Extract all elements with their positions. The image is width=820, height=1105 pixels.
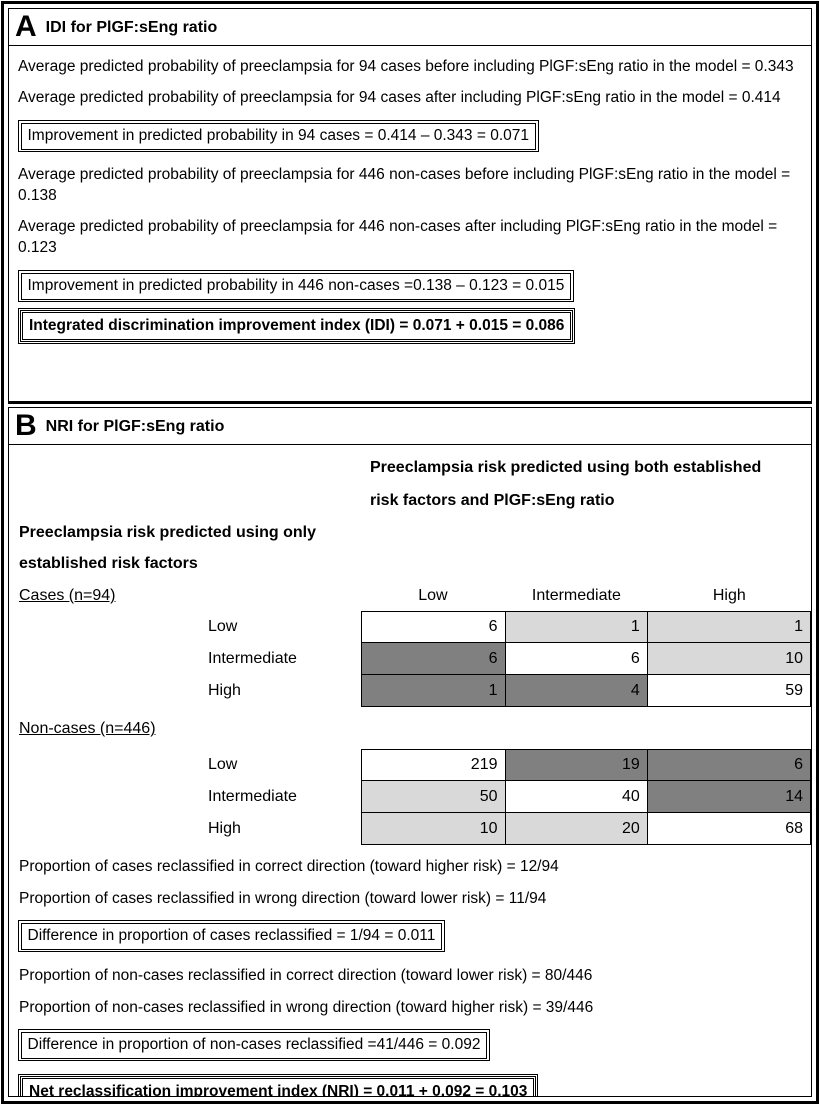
column-header-intermediate: Intermediate xyxy=(531,587,621,604)
line-noncases-wrong: Proportion of non-cases reclassified in … xyxy=(19,999,594,1016)
column-group-header-line2: risk factors and PlGF:sEng ratio xyxy=(370,492,615,509)
matrix-cell: 14 xyxy=(647,781,811,813)
matrix-cell: 59 xyxy=(647,675,811,707)
boxed-nri-result-text: Net reclassification improvement index (… xyxy=(22,1078,535,1096)
column-group-header: Preeclampsia risk predicted using both e… xyxy=(370,451,811,517)
boxed-noncases-improvement: Improvement in predicted probability in … xyxy=(18,270,574,302)
boxed-idi-result: Integrated discrimination improvement in… xyxy=(18,308,576,344)
row-label-intermediate: Intermediate xyxy=(208,788,297,805)
table-row: Intermediate 6 6 10 xyxy=(9,643,811,675)
row-label-low: Low xyxy=(208,756,238,773)
column-header-high: High xyxy=(712,587,746,604)
table-row: Low 219 19 6 xyxy=(9,749,811,781)
panel-a-header: A IDI for PlGF:sEng ratio xyxy=(9,9,811,46)
boxed-cases-difference: Difference in proportion of cases reclas… xyxy=(18,920,445,952)
matrix-cell: 50 xyxy=(361,781,506,813)
noncases-table: Low 219 19 6 Intermediate 50 40 14 High … xyxy=(9,749,811,845)
boxed-noncases-difference: Difference in proportion of non-cases re… xyxy=(18,1029,490,1061)
row-label-high: High xyxy=(208,682,241,699)
noncases-label: Non-cases (n=446) xyxy=(19,720,156,737)
boxed-cases-improvement-text: Improvement in predicted probability in … xyxy=(20,122,536,150)
row-label-high: High xyxy=(208,820,241,837)
boxed-cases-improvement: Improvement in predicted probability in … xyxy=(18,120,539,152)
matrix-cell: 68 xyxy=(647,813,811,845)
matrix-cell: 10 xyxy=(647,643,811,675)
matrix-cell: 4 xyxy=(505,675,648,707)
matrix-cell: 1 xyxy=(647,611,811,643)
line-noncases-correct: Proportion of non-cases reclassified in … xyxy=(19,967,593,984)
matrix-cell: 219 xyxy=(361,749,506,781)
matrix-cell: 6 xyxy=(361,611,506,643)
cases-header-row: Cases (n=94) Low Intermediate High xyxy=(9,581,811,611)
matrix-cell: 40 xyxy=(505,781,648,813)
panel-a-content: Average predicted probability of preecla… xyxy=(9,56,811,346)
line-cases-wrong: Proportion of cases reclassified in wron… xyxy=(19,890,547,907)
matrix-cell: 6 xyxy=(505,643,648,675)
boxed-nri-result: Net reclassification improvement index (… xyxy=(18,1074,539,1096)
row-group-header-line1: Preeclampsia risk predicted using only xyxy=(19,524,316,541)
paragraph-noncases-before: Average predicted probability of preecla… xyxy=(18,166,791,204)
panel-b-header: B NRI for PlGF:sEng ratio xyxy=(9,408,811,445)
boxed-idi-result-text: Integrated discrimination improvement in… xyxy=(22,312,572,340)
matrix-cell: 6 xyxy=(361,643,506,675)
table-row: Intermediate 50 40 14 xyxy=(9,781,811,813)
panel-b: B NRI for PlGF:sEng ratio Preeclampsia r… xyxy=(8,407,812,1097)
panel-b-content: Preeclampsia risk predicted using both e… xyxy=(9,445,811,1096)
row-label-intermediate: Intermediate xyxy=(208,650,297,667)
paragraph-cases-after: Average predicted probability of preecla… xyxy=(18,89,781,106)
boxed-cases-difference-text: Difference in proportion of cases reclas… xyxy=(20,922,443,950)
matrix-cell: 19 xyxy=(505,749,648,781)
panel-b-letter: B xyxy=(15,409,37,442)
panel-a-title: IDI for PlGF:sEng ratio xyxy=(45,19,218,36)
cases-table: Low 6 1 1 Intermediate 6 6 10 High 1 4 5… xyxy=(9,611,811,707)
column-header-low: Low xyxy=(418,587,448,604)
table-row: Low 6 1 1 xyxy=(9,611,811,643)
paragraph-noncases-after: Average predicted probability of preecla… xyxy=(18,218,778,256)
panel-a: A IDI for PlGF:sEng ratio Average predic… xyxy=(8,8,812,404)
table-row: High 1 4 59 xyxy=(9,675,811,707)
cases-label: Cases (n=94) xyxy=(19,587,116,604)
row-group-header-line2: established risk factors xyxy=(19,555,198,572)
panel-b-title: NRI for PlGF:sEng ratio xyxy=(45,418,225,435)
matrix-cell: 20 xyxy=(505,813,648,845)
line-cases-correct: Proportion of cases reclassified in corr… xyxy=(19,858,559,875)
table-row: High 10 20 68 xyxy=(9,813,811,845)
paragraph-cases-before: Average predicted probability of preecla… xyxy=(18,58,794,75)
row-group-header: Preeclampsia risk predicted using only e… xyxy=(9,517,811,579)
matrix-cell: 6 xyxy=(647,749,811,781)
panel-b-summary-lines: Proportion of cases reclassified in corr… xyxy=(9,856,811,1096)
column-group-header-line1: Preeclampsia risk predicted using both e… xyxy=(370,459,762,476)
boxed-noncases-improvement-text: Improvement in predicted probability in … xyxy=(20,272,572,300)
panel-a-letter: A xyxy=(15,10,37,43)
boxed-noncases-difference-text: Difference in proportion of non-cases re… xyxy=(20,1031,488,1059)
row-label-low: Low xyxy=(208,618,238,635)
matrix-cell: 10 xyxy=(361,813,506,845)
matrix-cell: 1 xyxy=(505,611,648,643)
matrix-cell: 1 xyxy=(361,675,506,707)
